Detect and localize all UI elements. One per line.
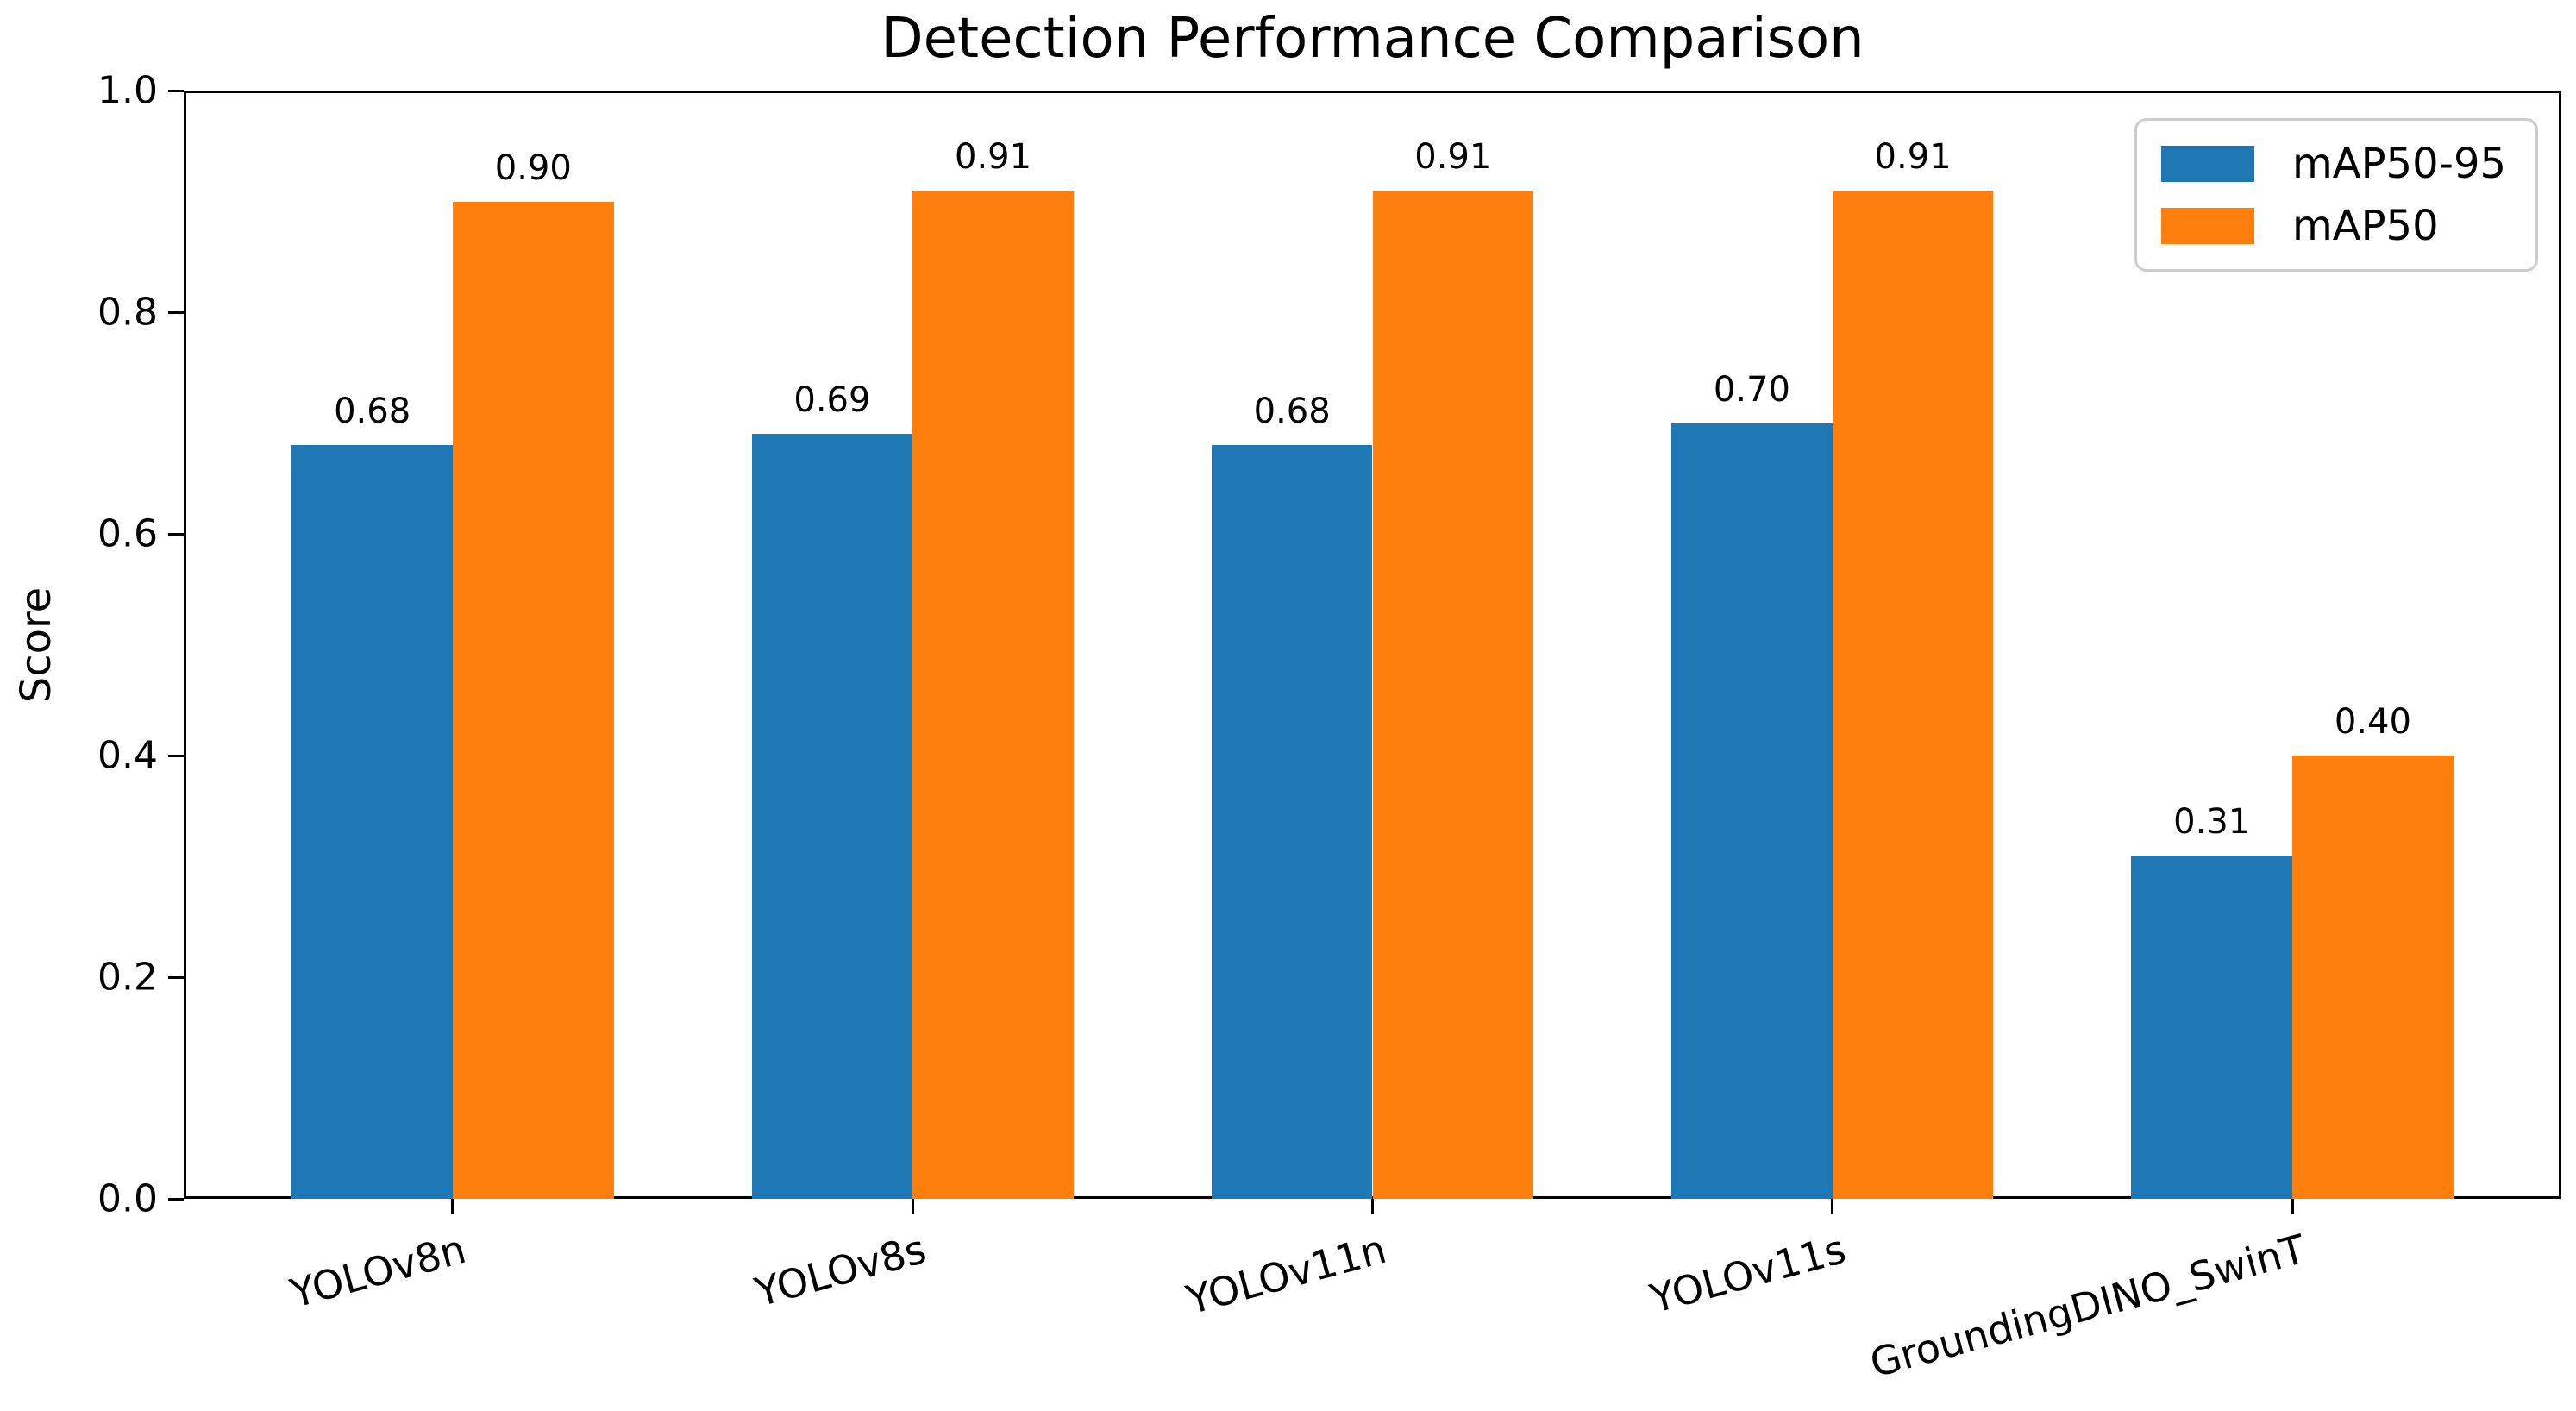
y-tick-mark (168, 532, 184, 536)
x-tick-label-GroundingDINO_SwinT: GroundingDINO_SwinT (1865, 1225, 2311, 1387)
bar-value-label: 0.68 (334, 392, 411, 432)
legend-swatch-mAP50-95 (2161, 146, 2254, 182)
y-tick-label: 1.0 (97, 68, 158, 113)
x-tick-mark (1831, 1199, 1834, 1214)
y-tick-mark (168, 89, 184, 92)
legend-row-mAP50: mAP50 (2161, 202, 2511, 250)
bar-mAP50-95-GroundingDINO_SwinT (2131, 855, 2293, 1199)
x-tick-label-YOLOv11n: YOLOv11n (1181, 1225, 1391, 1324)
y-axis-label: Score (12, 586, 60, 703)
x-tick-label-YOLOv11s: YOLOv11s (1645, 1225, 1851, 1323)
y-tick-label: 0.8 (97, 290, 158, 335)
legend-label: mAP50 (2292, 202, 2439, 250)
bar-mAP50-95-YOLOv8n (291, 445, 453, 1199)
y-tick-label: 0.4 (97, 733, 158, 778)
bar-mAP50-YOLOv11n (1372, 190, 1534, 1199)
y-tick-label: 0.6 (97, 511, 158, 556)
chart-title: Detection Performance Comparison (881, 7, 1865, 71)
x-tick-label-YOLOv8n: YOLOv8n (285, 1225, 471, 1317)
bar-value-label: 0.91 (1414, 136, 1492, 177)
bar-value-label: 0.68 (1253, 392, 1331, 432)
bar-mAP50-YOLOv8n (452, 201, 614, 1199)
bar-value-label: 0.69 (793, 380, 871, 421)
bar-value-label: 0.40 (2334, 702, 2411, 742)
x-tick-mark (2291, 1199, 2294, 1214)
legend-row-mAP50-95: mAP50-95 (2161, 140, 2511, 188)
bar-value-label: 0.91 (1874, 136, 1952, 177)
x-tick-mark (911, 1199, 914, 1214)
bar-value-label: 0.31 (2173, 801, 2251, 842)
legend-swatch-mAP50 (2161, 208, 2254, 244)
bar-mAP50-GroundingDINO_SwinT (2292, 756, 2454, 1199)
legend: mAP50-95 mAP50 (2134, 118, 2538, 272)
x-tick-mark (451, 1199, 454, 1214)
y-tick-mark (168, 975, 184, 979)
bar-mAP50-95-YOLOv11s (1671, 423, 1833, 1199)
bar-mAP50-95-YOLOv8s (751, 434, 913, 1199)
bar-mAP50-YOLOv8s (912, 190, 1074, 1199)
y-tick-mark (168, 754, 184, 757)
x-tick-label-YOLOv8s: YOLOv8s (749, 1225, 931, 1316)
bar-value-label: 0.70 (1713, 369, 1790, 410)
x-tick-mark (1371, 1199, 1374, 1214)
y-tick-label: 0.2 (97, 955, 158, 1000)
y-tick-label: 0.0 (97, 1176, 158, 1221)
y-tick-mark (168, 310, 184, 314)
y-tick-mark (168, 1197, 184, 1201)
bar-mAP50-95-YOLOv11n (1211, 445, 1373, 1199)
bar-mAP50-YOLOv11s (1832, 190, 1994, 1199)
bar-value-label: 0.90 (494, 147, 572, 188)
legend-label: mAP50-95 (2292, 140, 2507, 188)
bar-value-label: 0.91 (955, 136, 1032, 177)
